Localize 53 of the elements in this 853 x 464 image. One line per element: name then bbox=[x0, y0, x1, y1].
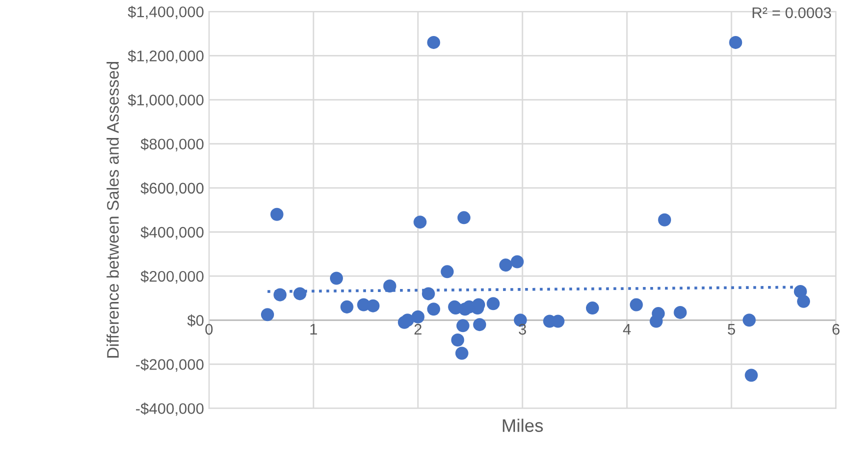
point bbox=[340, 300, 354, 314]
point bbox=[455, 346, 468, 360]
point bbox=[451, 333, 464, 346]
point bbox=[414, 216, 427, 229]
point bbox=[260, 308, 274, 322]
y-axis-title: Difference between Sales and Assessed bbox=[106, 62, 119, 358]
x-tick-label: 4 bbox=[623, 324, 631, 335]
point bbox=[499, 258, 512, 272]
point bbox=[729, 36, 742, 49]
point bbox=[630, 298, 643, 312]
point bbox=[658, 213, 672, 226]
point bbox=[427, 36, 440, 49]
point bbox=[422, 287, 435, 300]
x-tick-label: 5 bbox=[728, 324, 736, 335]
y-tick-label: -$200,000 bbox=[136, 358, 204, 372]
x-tick-label: 1 bbox=[310, 324, 317, 335]
x-axis-title: Miles bbox=[502, 418, 543, 432]
y-tick-label: $1,200,000 bbox=[128, 50, 204, 64]
x-tick-label: 3 bbox=[518, 324, 526, 335]
x-tick-label: 6 bbox=[832, 324, 840, 335]
y-tick-label: $400,000 bbox=[140, 226, 204, 240]
point bbox=[510, 255, 524, 268]
y-tick-label: $800,000 bbox=[140, 138, 204, 152]
point bbox=[586, 302, 599, 315]
y-tick-label: $600,000 bbox=[140, 182, 204, 196]
point bbox=[440, 265, 454, 278]
point bbox=[293, 287, 306, 300]
point bbox=[411, 310, 424, 324]
point bbox=[270, 208, 284, 221]
point bbox=[330, 272, 343, 285]
point bbox=[383, 279, 396, 293]
y-tick-label: $200,000 bbox=[140, 270, 204, 284]
y-tick-label: $1,400,000 bbox=[128, 6, 204, 20]
x-tick-label: 0 bbox=[205, 324, 213, 335]
point bbox=[401, 314, 414, 327]
point bbox=[797, 294, 810, 308]
point bbox=[794, 285, 807, 298]
point bbox=[457, 211, 470, 224]
y-tick-label: -$400,000 bbox=[136, 402, 204, 416]
y-tick-label: $0 bbox=[187, 314, 204, 327]
point bbox=[473, 318, 486, 332]
point bbox=[456, 319, 470, 332]
point bbox=[674, 306, 687, 319]
y-tick-label: $1,000,000 bbox=[128, 94, 204, 108]
x-tick-label: 2 bbox=[414, 324, 422, 335]
point bbox=[366, 299, 380, 312]
point bbox=[742, 314, 756, 327]
point bbox=[744, 368, 758, 382]
point bbox=[274, 288, 287, 302]
annotation: R² = 0.0003 bbox=[752, 7, 832, 18]
point bbox=[427, 302, 440, 316]
point bbox=[652, 307, 665, 320]
point bbox=[486, 297, 500, 310]
